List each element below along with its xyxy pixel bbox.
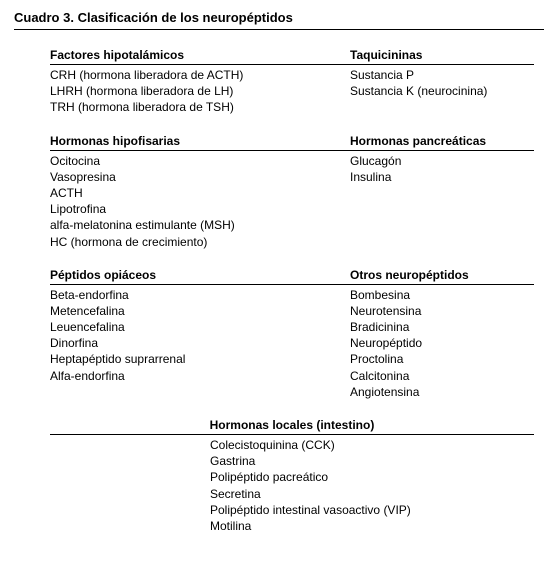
list-item: Dinorfina (50, 335, 350, 351)
table-title: Cuadro 3. Clasificación de los neuropépt… (14, 10, 544, 25)
section-rule (50, 434, 534, 435)
list-item: Neurotensina (350, 303, 530, 319)
section-block: Factores hipotalámicos Taquicininas CRH … (50, 48, 534, 116)
list-item: HC (hormona de crecimiento) (50, 234, 350, 250)
section-header: Taquicininas (350, 48, 530, 64)
list-item: Alfa-endorfina (50, 368, 350, 384)
list-item: Bombesina (350, 287, 530, 303)
list-item: Motilina (210, 518, 534, 534)
list-item: LHRH (hormona liberadora de LH) (50, 83, 350, 99)
section-rule (50, 64, 534, 65)
list-item: Ocitocina (50, 153, 350, 169)
list-item: TRH (hormona liberadora de TSH) (50, 99, 350, 115)
section-header: Factores hipotalámicos (50, 48, 350, 64)
list-item: Sustancia P (350, 67, 530, 83)
section-block: Péptidos opiáceos Otros neuropéptidos Be… (50, 268, 534, 400)
list-item: Colecistoquinina (CCK) (210, 437, 534, 453)
section-block: Hormonas hipofisarias Hormonas pancreáti… (50, 134, 534, 250)
item-list: Colecistoquinina (CCK) Gastrina Polipépt… (50, 437, 534, 534)
table-body: Factores hipotalámicos Taquicininas CRH … (14, 48, 544, 534)
section-rule (50, 284, 534, 285)
item-list: Glucagón Insulina (350, 153, 530, 250)
list-item: Lipotrofina (50, 201, 350, 217)
list-item: alfa-melatonina estimulante (MSH) (50, 217, 350, 233)
item-list: Bombesina Neurotensina Bradicinina Neuro… (350, 287, 530, 400)
list-item: Insulina (350, 169, 530, 185)
list-item: Polipéptido pacreático (210, 469, 534, 485)
item-list: Beta-endorfina Metencefalina Leuencefali… (50, 287, 350, 400)
section-header: Hormonas pancreáticas (350, 134, 530, 150)
list-item: Gastrina (210, 453, 534, 469)
list-item: ACTH (50, 185, 350, 201)
item-list: Sustancia P Sustancia K (neurocinina) (350, 67, 530, 116)
list-item: Angiotensina (350, 384, 530, 400)
section-block: Hormonas locales (intestino) Colecistoqu… (50, 418, 534, 534)
list-item: Neuropéptido (350, 335, 530, 351)
list-item: Beta-endorfina (50, 287, 350, 303)
list-item: CRH (hormona liberadora de ACTH) (50, 67, 350, 83)
list-item: Sustancia K (neurocinina) (350, 83, 530, 99)
list-item: Bradicinina (350, 319, 530, 335)
list-item: Calcitonina (350, 368, 530, 384)
list-item: Metencefalina (50, 303, 350, 319)
list-item: Secretina (210, 486, 534, 502)
list-item: Glucagón (350, 153, 530, 169)
list-item: Leuencefalina (50, 319, 350, 335)
list-item: Heptapéptido suprarrenal (50, 351, 350, 367)
section-header: Péptidos opiáceos (50, 268, 350, 284)
item-list: CRH (hormona liberadora de ACTH) LHRH (h… (50, 67, 350, 116)
section-rule (50, 150, 534, 151)
list-item: Vasopresina (50, 169, 350, 185)
list-item: Polipéptido intestinal vasoactivo (VIP) (210, 502, 534, 518)
section-header: Hormonas locales (intestino) (50, 418, 534, 434)
section-header: Otros neuropéptidos (350, 268, 530, 284)
list-item: Proctolina (350, 351, 530, 367)
section-header: Hormonas hipofisarias (50, 134, 350, 150)
item-list: Ocitocina Vasopresina ACTH Lipotrofina a… (50, 153, 350, 250)
title-rule (14, 29, 544, 30)
